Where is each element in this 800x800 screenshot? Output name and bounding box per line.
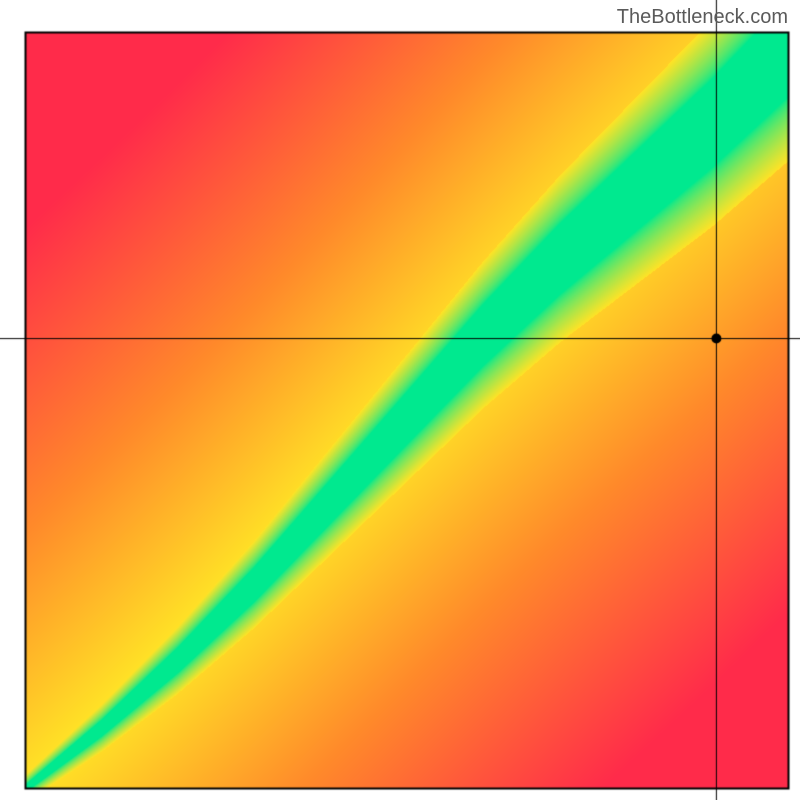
heatmap-canvas: [0, 0, 800, 800]
chart-container: TheBottleneck.com: [0, 0, 800, 800]
watermark-text: TheBottleneck.com: [617, 6, 788, 29]
